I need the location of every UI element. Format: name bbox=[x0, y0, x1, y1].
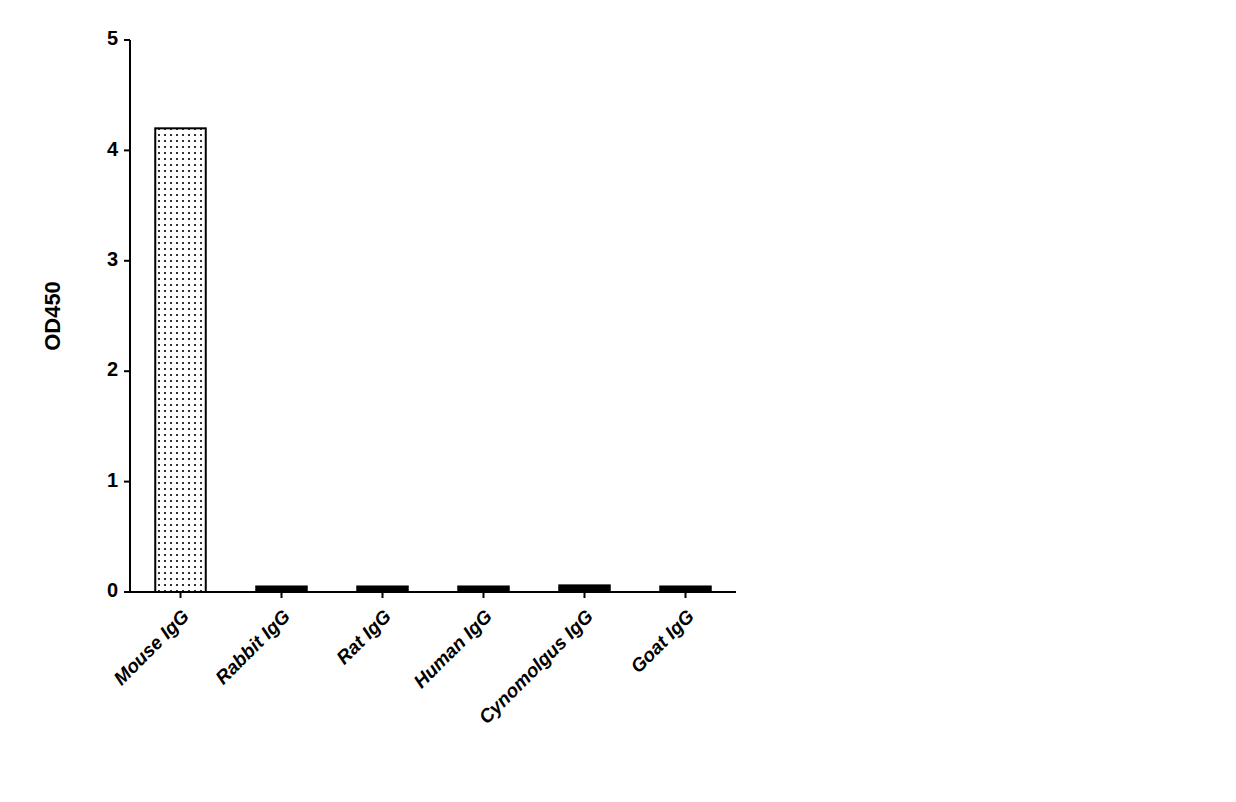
x-tick-label: Human IgG bbox=[409, 605, 496, 692]
chart-container: 0 1 2 3 4 5 Mouse IgGRabbit IgG Rat IgGHuman Ig… bbox=[0, 0, 1236, 802]
y-tick bbox=[124, 370, 130, 372]
y-tick-label: 1 bbox=[107, 469, 118, 491]
axes: 0 1 2 3 4 5 Mouse IgGRabbit IgG Rat IgGHuman Ig… bbox=[107, 27, 736, 728]
x-tick bbox=[685, 592, 687, 598]
bar-hatch bbox=[155, 128, 206, 592]
y-tick bbox=[124, 39, 130, 41]
y-axis-line bbox=[129, 40, 131, 592]
y-tick-label: 4 bbox=[107, 138, 119, 160]
y-tick-label: 3 bbox=[107, 248, 118, 270]
x-tick bbox=[382, 592, 384, 598]
y-tick-label: 5 bbox=[107, 27, 118, 49]
y-axis-label: OD450 bbox=[40, 281, 65, 351]
y-tick-label: 2 bbox=[107, 358, 118, 380]
chart-svg: 0 1 2 3 4 5 Mouse IgGRabbit IgG Rat IgGHuman Ig… bbox=[0, 0, 1236, 802]
y-tick bbox=[124, 149, 130, 151]
y-tick bbox=[124, 260, 130, 262]
x-tick bbox=[281, 592, 283, 598]
x-tick-label: Cynomolgus IgG bbox=[475, 605, 597, 727]
x-tick-label: Rabbit IgG bbox=[211, 605, 294, 688]
x-tick bbox=[180, 592, 182, 598]
y-tick-label: 0 bbox=[107, 579, 118, 601]
x-tick-label: Rat IgG bbox=[332, 605, 395, 668]
bar bbox=[155, 128, 206, 592]
y-tick bbox=[124, 481, 130, 483]
x-axis-line bbox=[130, 591, 736, 593]
bars bbox=[155, 128, 711, 592]
x-tick bbox=[584, 592, 586, 598]
x-tick-label: Mouse IgG bbox=[109, 605, 193, 689]
x-tick bbox=[483, 592, 485, 598]
y-tick bbox=[124, 591, 130, 593]
x-tick-label: Goat IgG bbox=[626, 605, 698, 677]
